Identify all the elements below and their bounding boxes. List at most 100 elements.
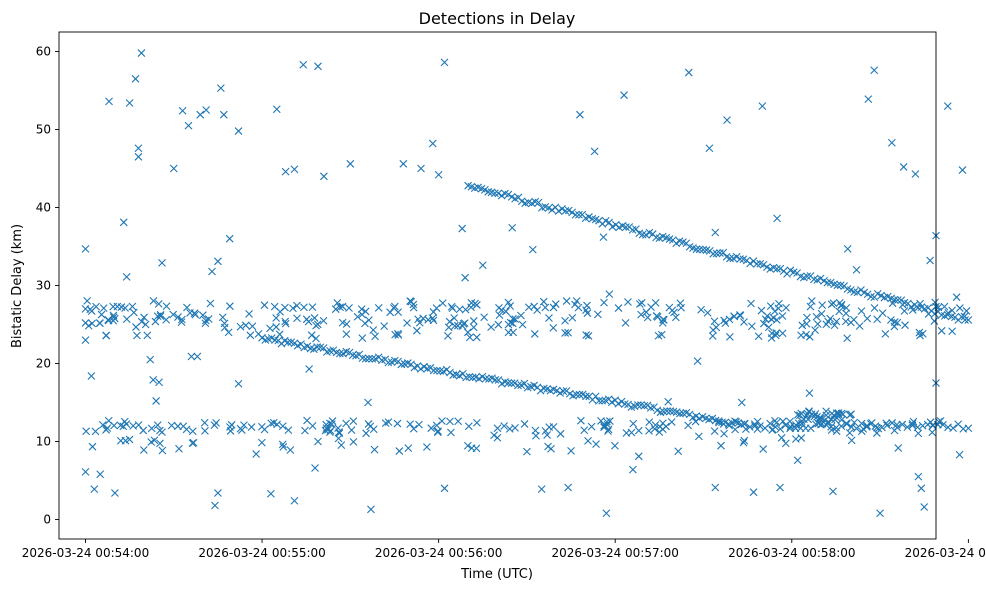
data-point bbox=[371, 332, 380, 341]
data-point bbox=[850, 418, 859, 427]
data-point bbox=[337, 441, 346, 449]
data-point bbox=[271, 336, 279, 344]
data-point bbox=[465, 333, 474, 342]
data-point bbox=[494, 189, 503, 198]
data-point bbox=[81, 319, 90, 327]
data-point bbox=[88, 442, 97, 451]
data-point bbox=[491, 189, 499, 198]
data-point bbox=[823, 278, 832, 287]
data-point bbox=[272, 105, 281, 114]
data-point bbox=[894, 444, 903, 452]
data-point bbox=[576, 110, 584, 119]
data-point bbox=[772, 418, 781, 427]
data-point bbox=[645, 418, 654, 427]
data-point bbox=[374, 304, 383, 312]
data-point bbox=[254, 329, 263, 338]
data-point bbox=[281, 317, 290, 326]
data-point bbox=[637, 299, 646, 307]
data-point bbox=[640, 401, 649, 410]
data-point bbox=[450, 314, 459, 322]
data-point bbox=[726, 254, 734, 263]
data-point bbox=[746, 259, 755, 268]
data-point bbox=[663, 407, 671, 415]
data-point bbox=[803, 272, 812, 281]
data-point bbox=[293, 314, 301, 323]
data-point bbox=[952, 293, 961, 302]
data-point bbox=[508, 223, 517, 232]
data-point bbox=[434, 170, 443, 179]
data-point bbox=[568, 208, 577, 217]
data-point bbox=[549, 422, 558, 431]
data-point bbox=[369, 326, 378, 334]
data-point bbox=[394, 308, 403, 317]
data-point bbox=[334, 434, 343, 443]
data-point bbox=[931, 298, 939, 307]
data-point bbox=[711, 416, 720, 425]
data-point bbox=[206, 299, 215, 308]
data-point bbox=[773, 214, 781, 223]
data-point bbox=[867, 292, 875, 301]
data-point bbox=[109, 316, 118, 325]
data-point bbox=[169, 310, 178, 319]
data-point bbox=[501, 307, 510, 316]
data-point bbox=[599, 233, 608, 242]
data-point bbox=[399, 159, 408, 168]
data-point bbox=[436, 367, 445, 375]
data-point bbox=[764, 323, 773, 332]
data-point bbox=[384, 418, 393, 427]
data-point bbox=[116, 436, 125, 445]
data-point bbox=[278, 422, 287, 430]
data-point bbox=[156, 312, 165, 321]
data-point bbox=[111, 489, 119, 497]
data-point bbox=[386, 308, 395, 317]
data-point bbox=[137, 49, 146, 57]
data-point bbox=[520, 379, 529, 388]
data-point bbox=[368, 354, 377, 363]
data-point bbox=[732, 252, 741, 261]
data-point bbox=[802, 319, 811, 328]
data-point bbox=[595, 397, 603, 405]
data-point bbox=[449, 371, 458, 379]
data-point bbox=[302, 315, 311, 324]
data-point bbox=[770, 307, 779, 316]
data-point bbox=[934, 417, 943, 426]
data-point bbox=[200, 418, 209, 427]
data-point bbox=[857, 307, 866, 315]
data-point bbox=[214, 489, 222, 497]
data-point bbox=[750, 420, 759, 429]
data-point bbox=[178, 106, 187, 115]
data-point bbox=[131, 74, 140, 83]
data-point bbox=[568, 313, 577, 322]
data-point bbox=[900, 307, 909, 315]
data-point bbox=[684, 68, 693, 77]
data-point bbox=[796, 411, 804, 420]
data-point bbox=[275, 330, 284, 339]
data-point bbox=[782, 303, 790, 312]
data-point bbox=[82, 427, 90, 436]
data-point bbox=[634, 426, 643, 435]
data-point bbox=[637, 310, 645, 319]
data-point bbox=[835, 307, 844, 316]
data-point bbox=[169, 164, 178, 173]
data-point bbox=[532, 431, 540, 440]
data-point bbox=[409, 424, 418, 433]
data-point bbox=[366, 422, 375, 431]
data-point bbox=[571, 210, 580, 219]
data-point bbox=[643, 313, 652, 322]
data-point bbox=[290, 165, 299, 174]
data-point bbox=[266, 324, 274, 333]
data-point bbox=[461, 273, 470, 282]
data-point bbox=[226, 302, 234, 311]
data-point bbox=[493, 433, 502, 442]
data-point bbox=[604, 425, 613, 434]
data-point bbox=[711, 483, 720, 492]
data-point bbox=[338, 302, 347, 311]
data-point bbox=[684, 421, 693, 430]
data-point bbox=[459, 319, 468, 328]
data-point bbox=[472, 444, 481, 453]
data-point bbox=[747, 322, 756, 331]
data-point bbox=[899, 163, 908, 171]
data-point bbox=[778, 312, 787, 320]
data-point bbox=[224, 328, 233, 337]
data-point bbox=[260, 425, 269, 434]
